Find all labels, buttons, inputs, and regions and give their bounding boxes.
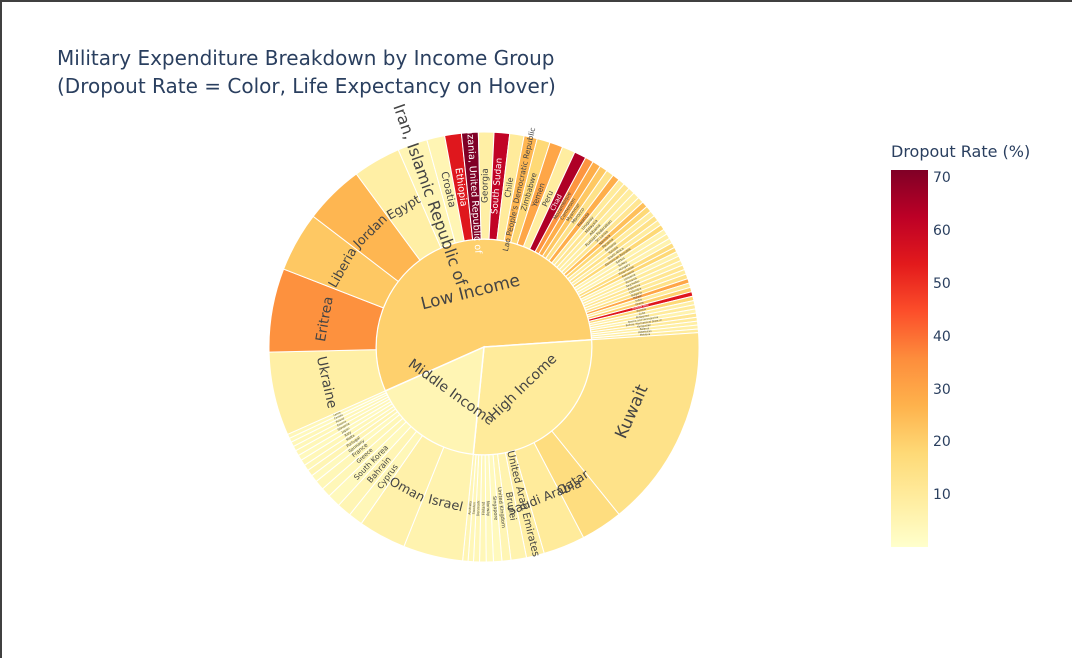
country-label: Serbia [615, 256, 626, 265]
country-label: Finland [481, 501, 486, 515]
country-label: Philippines [636, 313, 651, 320]
chart-title-line-1: Military Expenditure Breakdown by Income… [57, 46, 555, 70]
country-label: Poland [335, 416, 345, 424]
country-label: Sweden [472, 502, 477, 514]
colorbar-tick-label: 50 [933, 276, 951, 292]
country-label: Italy [344, 430, 352, 437]
country-label: Ghana [635, 300, 645, 306]
country-label: Lithuania [623, 272, 636, 281]
colorbar-tick-label: 70 [933, 170, 951, 186]
country-label: Botswana [621, 269, 635, 279]
country-label: Slovenia [337, 422, 351, 432]
country-label: Uzbekistan [638, 329, 653, 334]
country-label: Tunisia [607, 245, 619, 255]
country-label: Romania [625, 276, 638, 285]
country-label: Estonia [336, 419, 347, 427]
colorbar-gradient [891, 170, 928, 547]
sector-latvia[interactable] [286, 390, 387, 439]
country-label: Canada [333, 413, 344, 421]
country-label: Georgia [480, 168, 490, 203]
country-label: United Kingdom [496, 487, 506, 528]
country-label: Malta [345, 433, 355, 442]
country-label: South Sudan [490, 157, 505, 214]
country-label: Kyrgyzstan [637, 323, 652, 329]
country-label: Argentina [627, 283, 641, 292]
country-label: Malawi [633, 293, 643, 300]
country-label: Norway [486, 501, 491, 517]
colorbar-tick-label: 40 [933, 329, 951, 345]
country-label: Panama [601, 237, 614, 249]
colorbar-tick-label: 30 [933, 382, 951, 398]
country-label: Brunei [503, 491, 518, 521]
sector-kuwait[interactable] [551, 332, 700, 516]
country-label: Latvia [333, 410, 342, 417]
country-label: Colombia [629, 286, 643, 294]
country-label: Zambia [636, 307, 647, 313]
country-label: Japan [340, 426, 350, 434]
colorbar-title: Dropout Rate (%) [891, 142, 1031, 161]
country-label: Belarus [640, 326, 650, 331]
country-label: Australia [467, 501, 472, 515]
colorbar-tick-label: 20 [933, 434, 951, 450]
country-label: Chile [502, 177, 515, 199]
country-label: Bulgaria [631, 290, 643, 298]
country-label: Burkina Faso [632, 303, 649, 311]
colorbar-tick-label: 10 [933, 487, 951, 503]
country-label: Hungary [618, 262, 631, 272]
country-label: Armenia [604, 241, 617, 252]
country-label: Seychelles [625, 279, 640, 289]
chart-title-line-2: (Dropout Rate = Color, Life Expectancy o… [57, 74, 556, 98]
country-label: India [635, 297, 643, 303]
country-label: Turkey [616, 259, 627, 268]
country-label: Bosnia and Herzegovina [628, 315, 659, 324]
country-label: Cuba [638, 310, 646, 315]
country-label: Singapore [491, 496, 499, 521]
country-label: Bolivia, Plurinational State of [625, 318, 661, 327]
country-label: Moldova [640, 332, 651, 337]
country-label: Denmark [476, 501, 481, 517]
colorbar [891, 170, 928, 547]
colorbar-tick-label: 60 [933, 223, 951, 239]
country-label: Eritrea [313, 295, 337, 343]
